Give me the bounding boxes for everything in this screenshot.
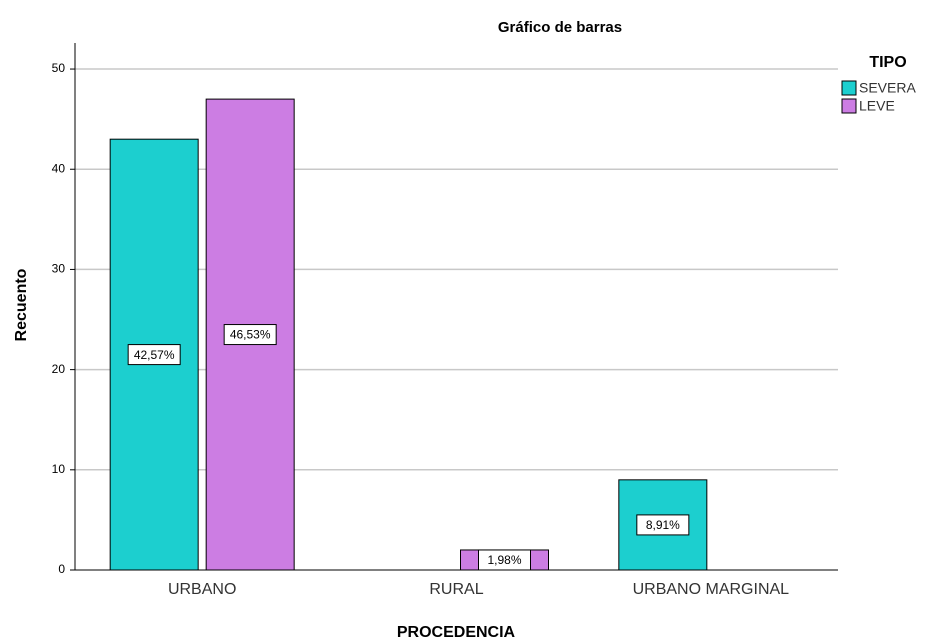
y-tick-label: 50	[52, 61, 66, 75]
data-label: 46,53%	[230, 328, 271, 342]
label-box	[478, 549, 531, 571]
y-axis-title: Recuento	[13, 268, 30, 341]
x-tick-label: RURAL	[429, 581, 483, 598]
legend-title: TIPO	[869, 54, 906, 71]
y-tick-label: 40	[52, 161, 66, 175]
y-tick-label: 30	[52, 262, 66, 276]
y-tick-label: 10	[52, 462, 66, 476]
x-axis-title: PROCEDENCIA	[397, 624, 516, 641]
legend-label: LEVE	[859, 98, 895, 114]
legend-label: SEVERA	[859, 80, 916, 96]
data-label: 42,57%	[134, 348, 175, 362]
legend-swatch	[841, 80, 857, 96]
data-label: 8,91%	[646, 518, 680, 532]
label-box	[636, 514, 690, 536]
x-tick-label: URBANO MARGINAL	[633, 581, 790, 598]
y-tick-label: 0	[58, 562, 65, 576]
label-box	[223, 324, 277, 346]
legend-swatch	[841, 98, 857, 114]
chart-title: Gráfico de barras	[498, 19, 622, 36]
x-tick-label: URBANO	[168, 581, 236, 598]
data-label: 1,98%	[487, 553, 521, 567]
y-tick-label: 20	[52, 362, 66, 376]
label-box	[127, 344, 181, 366]
